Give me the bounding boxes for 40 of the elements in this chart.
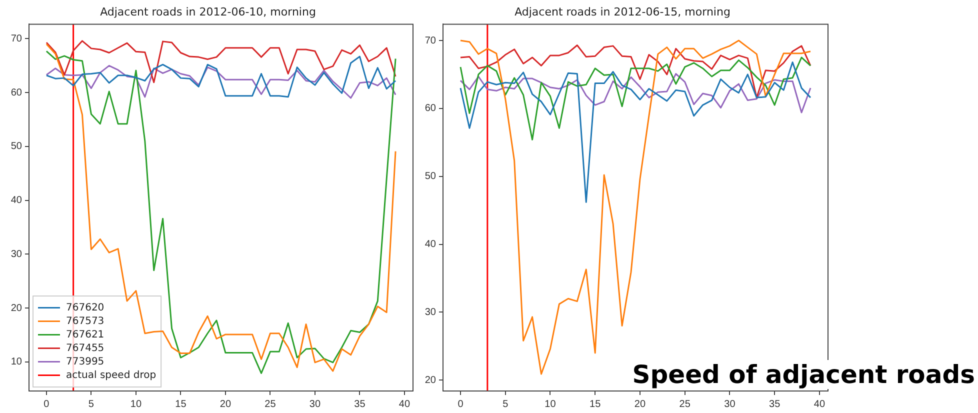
y-tick-label: 40	[10, 195, 22, 206]
x-tick-label: 0	[458, 398, 464, 410]
x-tick-label: 15	[175, 398, 187, 410]
ref-line-label: actual speed drop	[66, 370, 156, 381]
y-tick-label: 40	[424, 239, 436, 250]
x-tick-label: 35	[769, 398, 781, 410]
x-tick-label: 25	[264, 398, 276, 410]
x-tick-label: 20	[634, 398, 646, 410]
y-tick-label: 50	[10, 141, 22, 152]
x-tick-label: 10	[544, 398, 556, 410]
y-tick-label: 60	[10, 87, 22, 98]
legend-label: 767620	[66, 302, 104, 314]
y-tick-label: 10	[10, 356, 22, 368]
x-tick-label: 5	[88, 398, 94, 410]
chart-title: Adjacent roads in 2012-06-15, morning	[514, 5, 730, 18]
x-tick-label: 35	[354, 398, 366, 410]
legend-label: 767573	[66, 316, 104, 327]
legend-label: 767621	[66, 329, 104, 340]
chart-title: Adjacent roads in 2012-06-10, morning	[100, 5, 316, 18]
x-tick-label: 40	[398, 398, 410, 410]
x-tick-label: 0	[44, 398, 50, 410]
x-tick-label: 30	[309, 398, 321, 410]
y-tick-label: 30	[424, 306, 436, 318]
legend-label: 767455	[66, 342, 104, 354]
y-tick-label: 60	[424, 103, 436, 114]
y-tick-label: 20	[424, 374, 436, 386]
x-tick-label: 40	[814, 398, 826, 410]
x-tick-label: 30	[724, 398, 736, 410]
x-tick-label: 5	[502, 398, 509, 410]
x-tick-label: 25	[679, 398, 691, 410]
y-tick-label: 20	[10, 302, 22, 314]
x-tick-label: 10	[130, 398, 142, 410]
y-tick-label: 50	[424, 171, 436, 182]
x-tick-label: 20	[220, 398, 232, 410]
annotation: Speed of adjacent roads	[632, 360, 975, 389]
y-tick-label: 30	[10, 248, 22, 260]
y-tick-label: 70	[424, 35, 436, 46]
x-tick-label: 15	[590, 398, 602, 410]
y-tick-label: 70	[10, 33, 22, 44]
legend-label: 773995	[66, 356, 104, 368]
